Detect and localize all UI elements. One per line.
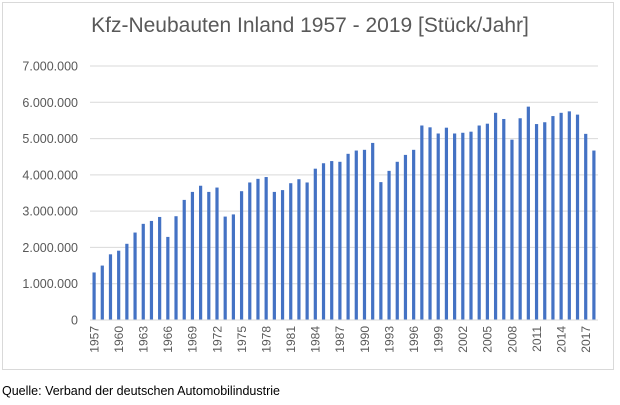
bar-1977 [256,178,260,320]
bar-1985 [321,163,326,320]
bar-1970 [199,185,203,320]
y-tick-label: 1.000.000 [22,277,78,291]
bar-1965 [158,216,162,320]
x-tick-label: 1960 [112,326,126,353]
bar-1999 [436,133,440,320]
x-tick-label: 1957 [87,326,101,353]
bar-2006 [493,112,498,321]
bar-2018 [592,150,596,320]
y-tick-label: 5.000.000 [22,132,78,146]
bar-1993 [387,170,391,320]
bar-1998 [428,127,432,320]
bar-1959 [108,254,113,320]
x-tick-label: 1978 [259,326,273,353]
y-tick-label: 2.000.000 [22,241,78,255]
bars [92,106,596,321]
bar-1971 [207,191,211,320]
x-tick-label: 1972 [210,326,224,353]
x-tick-label: 1987 [333,326,347,353]
bar-1974 [231,214,235,320]
x-tick-label: 1969 [186,326,200,353]
x-tick-label: 1990 [358,326,372,353]
x-tick-label: 2008 [505,326,519,353]
bar-2005 [485,123,489,321]
bar-1964 [149,220,154,320]
bar-2002 [461,132,465,320]
bar-2000 [444,127,449,320]
bar-2017 [584,133,588,320]
bar-2008 [510,139,514,320]
bar-1992 [379,182,383,320]
bar-2015 [567,111,571,320]
x-tick-label: 1993 [382,326,396,353]
bar-1967 [174,216,178,320]
bar-1968 [182,199,186,320]
y-axis: 0 1.000.000 2.000.000 3.000.000 4.000.000 5.0… [22,60,78,328]
gridlines [90,65,598,321]
bar-1975 [239,191,244,320]
bar-2014 [559,112,563,321]
bar-1962 [133,232,137,320]
bar-1981 [289,183,293,320]
bar-2010 [526,106,530,320]
x-tick-label: 2014 [554,326,568,353]
bar-1973 [223,216,227,320]
bar-2016 [575,114,580,320]
y-tick-label: 0 [71,314,78,328]
bar-1991 [371,142,375,320]
source-note: Quelle: Verband der deutschen Automobili… [2,384,280,398]
bar-1960 [117,250,121,320]
y-tick-label: 3.000.000 [22,205,78,219]
x-tick-label: 2002 [456,326,470,353]
bar-2009 [518,118,522,320]
bar-1994 [395,161,399,320]
bar-1987 [338,161,342,320]
bar-1990 [362,149,367,320]
bar-1982 [297,179,301,320]
x-tick-label: 1999 [432,326,446,353]
bar-1972 [215,187,219,320]
bar-1963 [141,223,145,320]
bar-1976 [248,182,252,320]
bar-1983 [305,182,309,320]
bar-1995 [403,154,408,320]
chart-title: Kfz-Neubauten Inland 1957 - 2019 [Stück/… [91,14,529,37]
bar-2004 [477,125,481,320]
bar-1984 [313,168,317,320]
x-tick-label: 1966 [161,326,175,353]
bar-1966 [166,236,170,320]
bar-2003 [469,131,473,320]
x-tick-label: 1975 [235,326,249,353]
bar-1996 [412,149,416,320]
bar-1978 [264,177,268,320]
bar-1961 [125,243,129,320]
y-tick-label: 7.000.000 [22,60,78,74]
bar-2001 [453,133,457,320]
y-tick-label: 4.000.000 [22,168,78,182]
x-tick-label: 2005 [481,326,495,353]
bar-1997 [420,125,424,320]
bar-1979 [272,191,276,320]
x-tick-label: 1996 [407,326,421,353]
x-tick-label: 2011 [530,326,544,352]
bar-2007 [502,118,506,320]
x-tick-label: 2017 [579,326,593,353]
bar-1986 [330,161,334,320]
bar-1980 [280,190,285,320]
bar-1958 [100,265,104,320]
x-tick-label: 1963 [137,326,151,353]
bar-1988 [346,153,350,320]
bar-2012 [543,122,547,320]
x-tick-label: 1981 [284,326,298,353]
bar-1957 [92,272,96,320]
x-tick-label: 1984 [309,326,323,353]
x-axis: 1957 1960 1963 1966 1969 1972 1975 1978 1981 1984… [87,319,598,353]
y-tick-label: 6.000.000 [22,96,78,110]
bar-1969 [190,191,195,320]
bar-2011 [534,124,539,320]
bar-1989 [354,150,358,320]
bar-2013 [551,116,555,321]
